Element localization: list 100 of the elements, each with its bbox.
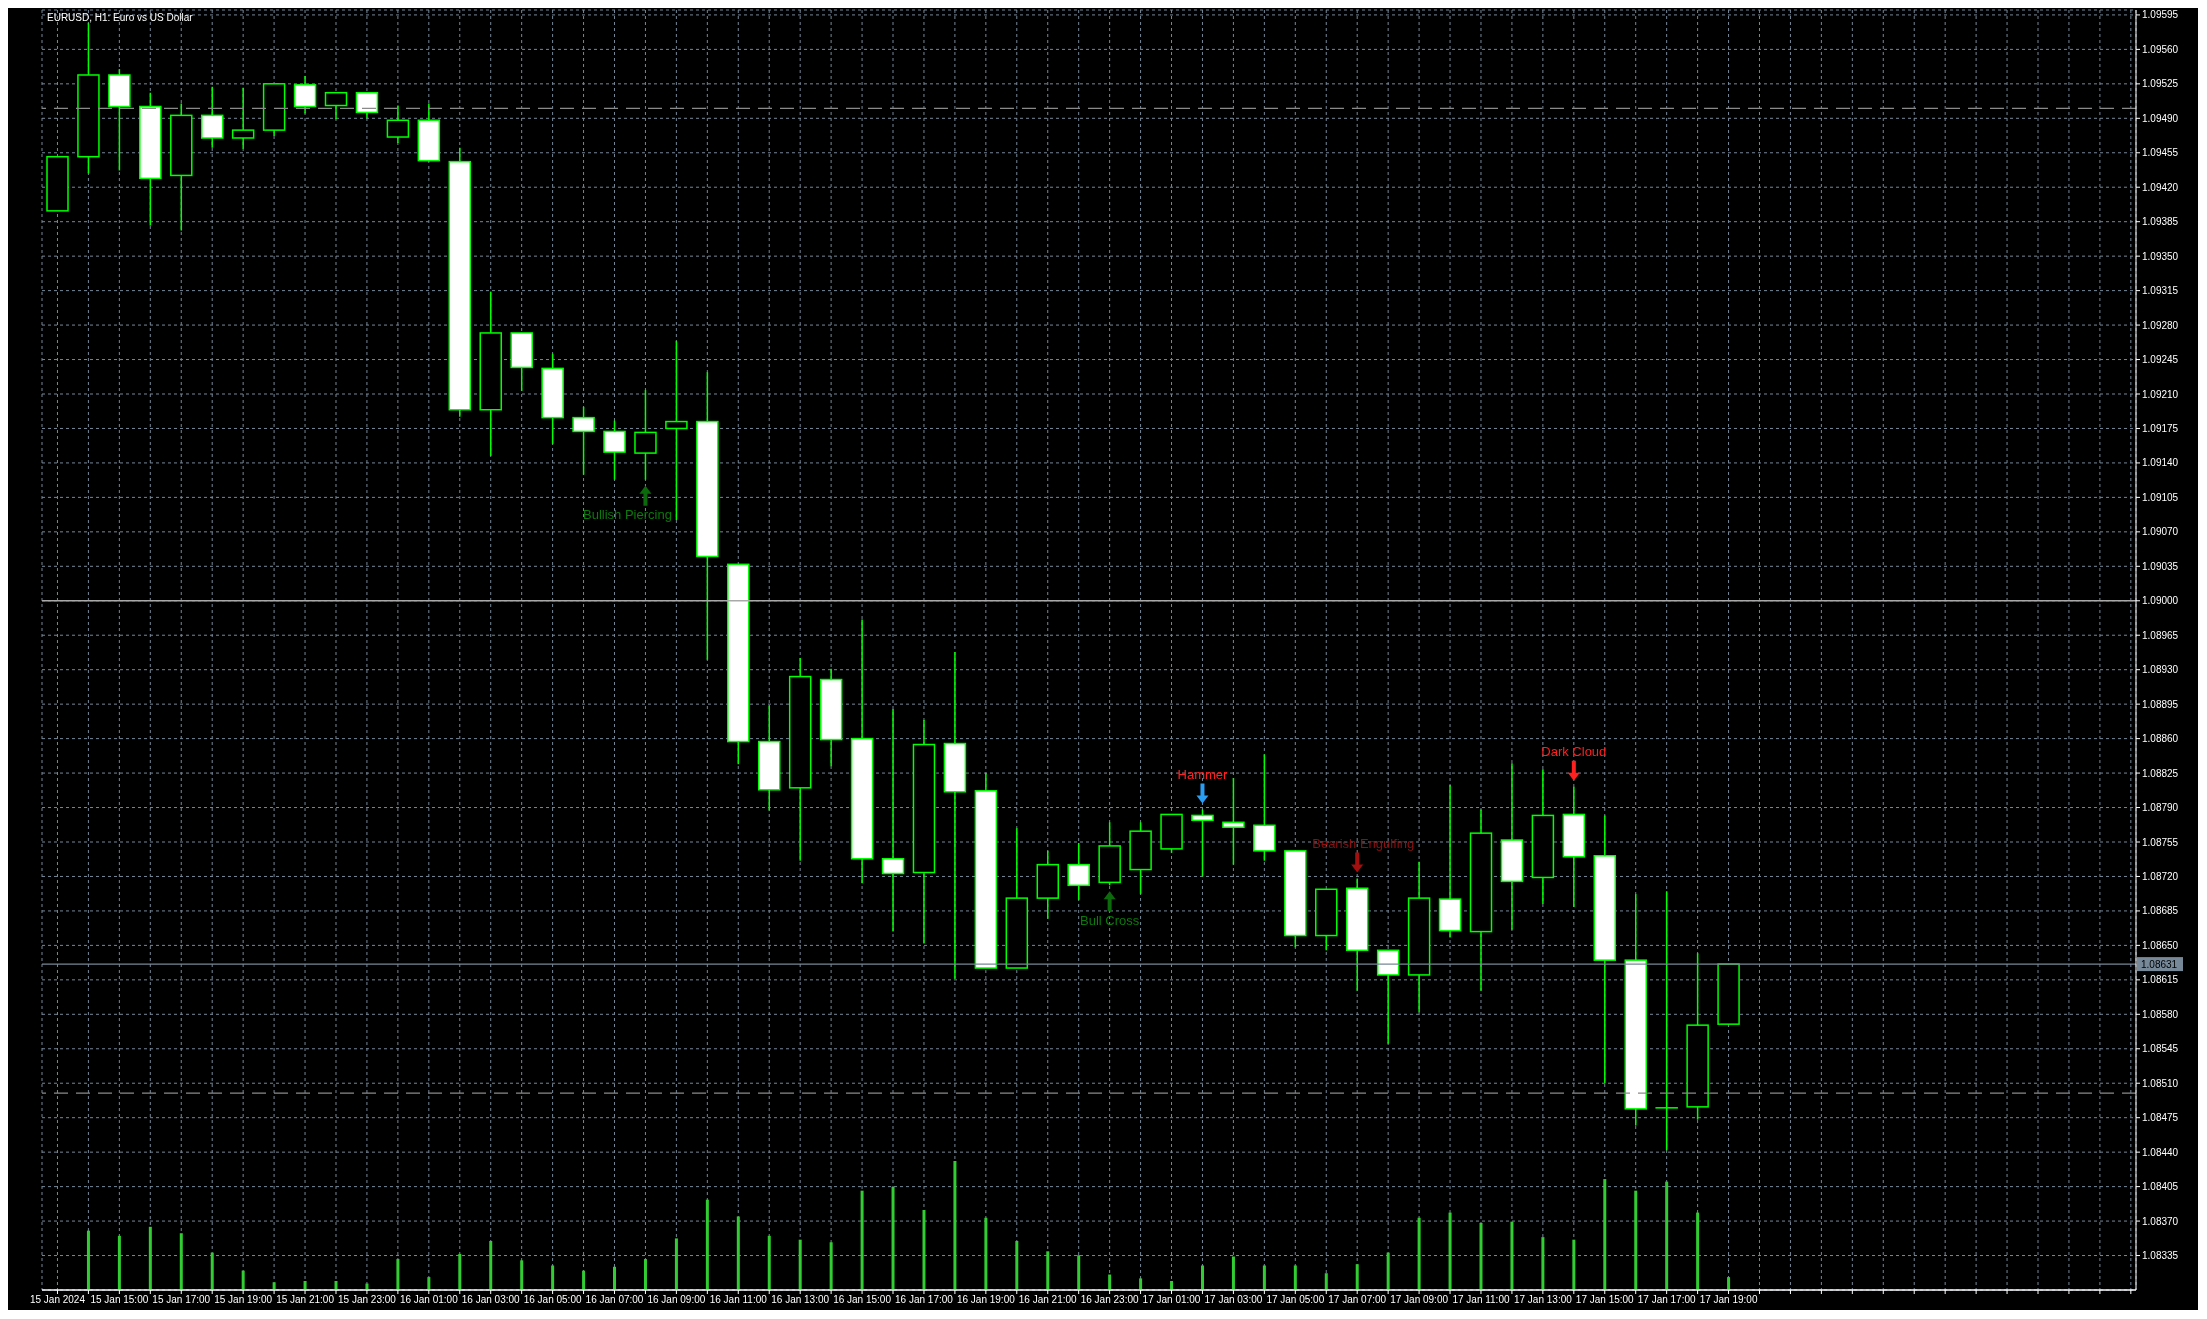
x-tick-label: 15 Jan 15:00 [90, 1294, 149, 1306]
y-tick-label: 1.08755 [2142, 836, 2179, 848]
bar [674, 1238, 678, 1290]
x-tick-label: 15 Jan 21:00 [276, 1294, 335, 1306]
y-tick-label: 1.08685 [2142, 905, 2179, 917]
candlestick [355, 91, 379, 120]
y-tick-label: 1.08650 [2142, 939, 2179, 951]
y-tick-label: 1.09455 [2142, 147, 2179, 159]
bar [179, 1233, 183, 1290]
bar [1139, 1278, 1143, 1290]
y-tick-label: 1.09070 [2142, 526, 2179, 538]
bar [1696, 1212, 1700, 1290]
candlestick [572, 406, 595, 476]
bar [117, 1235, 121, 1290]
y-tick-label: 1.09245 [2142, 354, 2179, 366]
y-tick-label: 1.09280 [2142, 319, 2179, 331]
bar [1510, 1221, 1514, 1290]
candlestick [231, 87, 255, 150]
x-tick-label: 17 Jan 05:00 [1266, 1294, 1325, 1306]
x-tick-label: 16 Jan 05:00 [523, 1294, 582, 1306]
y-tick-label: 1.08370 [2142, 1215, 2179, 1227]
bar [891, 1186, 895, 1290]
x-tick-label: 17 Jan 01:00 [1142, 1294, 1201, 1306]
x-tick-label: 15 Jan 23:00 [338, 1294, 397, 1306]
y-tick-label: 1.09105 [2142, 491, 2179, 503]
y-tick-label: 1.08965 [2142, 629, 2179, 641]
x-tick-label: 16 Jan 17:00 [895, 1294, 954, 1306]
annotation: Bull Cross [1080, 912, 1140, 928]
bar [1262, 1265, 1266, 1290]
y-tick-label: 1.09000 [2142, 595, 2179, 607]
bar [427, 1277, 431, 1290]
candlestick [634, 389, 657, 481]
candlestick [293, 75, 317, 115]
bar [1634, 1190, 1638, 1290]
bar [1293, 1265, 1297, 1290]
bar [922, 1210, 926, 1290]
candlestick [603, 419, 626, 481]
bar [829, 1242, 833, 1290]
bar [1448, 1212, 1452, 1290]
x-tick-label: 16 Jan 21:00 [1018, 1294, 1078, 1306]
y-tick-label: 1.09035 [2142, 560, 2179, 572]
x-tick-label: 17 Jan 07:00 [1328, 1294, 1387, 1306]
x-tick-label: 16 Jan 13:00 [771, 1294, 830, 1306]
y-tick-label: 1.08440 [2142, 1146, 2179, 1158]
bar [582, 1270, 586, 1290]
bar [1015, 1240, 1019, 1290]
bar [148, 1226, 152, 1290]
bar [1201, 1265, 1204, 1290]
bar [953, 1161, 957, 1290]
bar [241, 1270, 245, 1290]
bar [1355, 1264, 1359, 1290]
bar [272, 1282, 276, 1290]
x-tick-label: 16 Jan 01:00 [399, 1294, 459, 1306]
bar [489, 1240, 493, 1290]
y-tick-label: 1.09350 [2142, 250, 2179, 262]
ref-line-label: 1.08631 [2141, 959, 2178, 971]
bar [1046, 1251, 1050, 1290]
bar [520, 1260, 524, 1290]
bar [736, 1216, 740, 1290]
bar [643, 1259, 647, 1290]
bar [767, 1235, 771, 1290]
bar [1727, 1277, 1731, 1290]
candlestick [1655, 890, 1678, 1151]
bar [798, 1239, 802, 1290]
y-tick-label: 1.08930 [2142, 664, 2179, 676]
bar [1417, 1217, 1421, 1290]
y-tick-label: 1.09595 [2142, 9, 2179, 21]
candlestick [1067, 842, 1090, 901]
bar [705, 1199, 709, 1290]
x-tick-label: 17 Jan 11:00 [1452, 1294, 1510, 1306]
bar [1324, 1273, 1328, 1290]
candlestick [881, 708, 905, 933]
y-tick-label: 1.08475 [2142, 1112, 2179, 1124]
bar [1572, 1239, 1576, 1290]
x-tick-label: 17 Jan 13:00 [1513, 1294, 1573, 1306]
y-tick-label: 1.08545 [2142, 1043, 2179, 1055]
candlestick [200, 86, 224, 149]
bar [551, 1265, 555, 1290]
y-tick-label: 1.09140 [2142, 457, 2179, 469]
bar [396, 1259, 400, 1290]
annotation: Hammer [1177, 766, 1229, 782]
bar [1603, 1179, 1607, 1290]
annotation: Bearish Engulfing [1312, 835, 1415, 851]
x-tick-label: 17 Jan 09:00 [1390, 1294, 1449, 1306]
y-tick-label: 1.08335 [2142, 1250, 2179, 1262]
y-tick-label: 1.08860 [2142, 733, 2179, 745]
y-tick-label: 1.09560 [2142, 43, 2179, 55]
x-tick-label: 16 Jan 11:00 [709, 1294, 768, 1306]
y-tick-label: 1.08510 [2142, 1077, 2179, 1089]
y-tick-label: 1.08580 [2142, 1008, 2179, 1020]
candlestick [1222, 777, 1245, 866]
candlestick [1191, 808, 1214, 878]
x-tick-label: 15 Jan 17:00 [152, 1294, 211, 1306]
y-tick-label: 1.09210 [2142, 388, 2179, 400]
bar [1665, 1181, 1669, 1290]
x-tick-label: 16 Jan 15:00 [833, 1294, 892, 1306]
bar [860, 1190, 864, 1290]
y-tick-label: 1.09420 [2142, 181, 2179, 193]
y-tick-label: 1.09385 [2142, 216, 2179, 228]
annotation: Dark Cloud [1541, 744, 1607, 760]
